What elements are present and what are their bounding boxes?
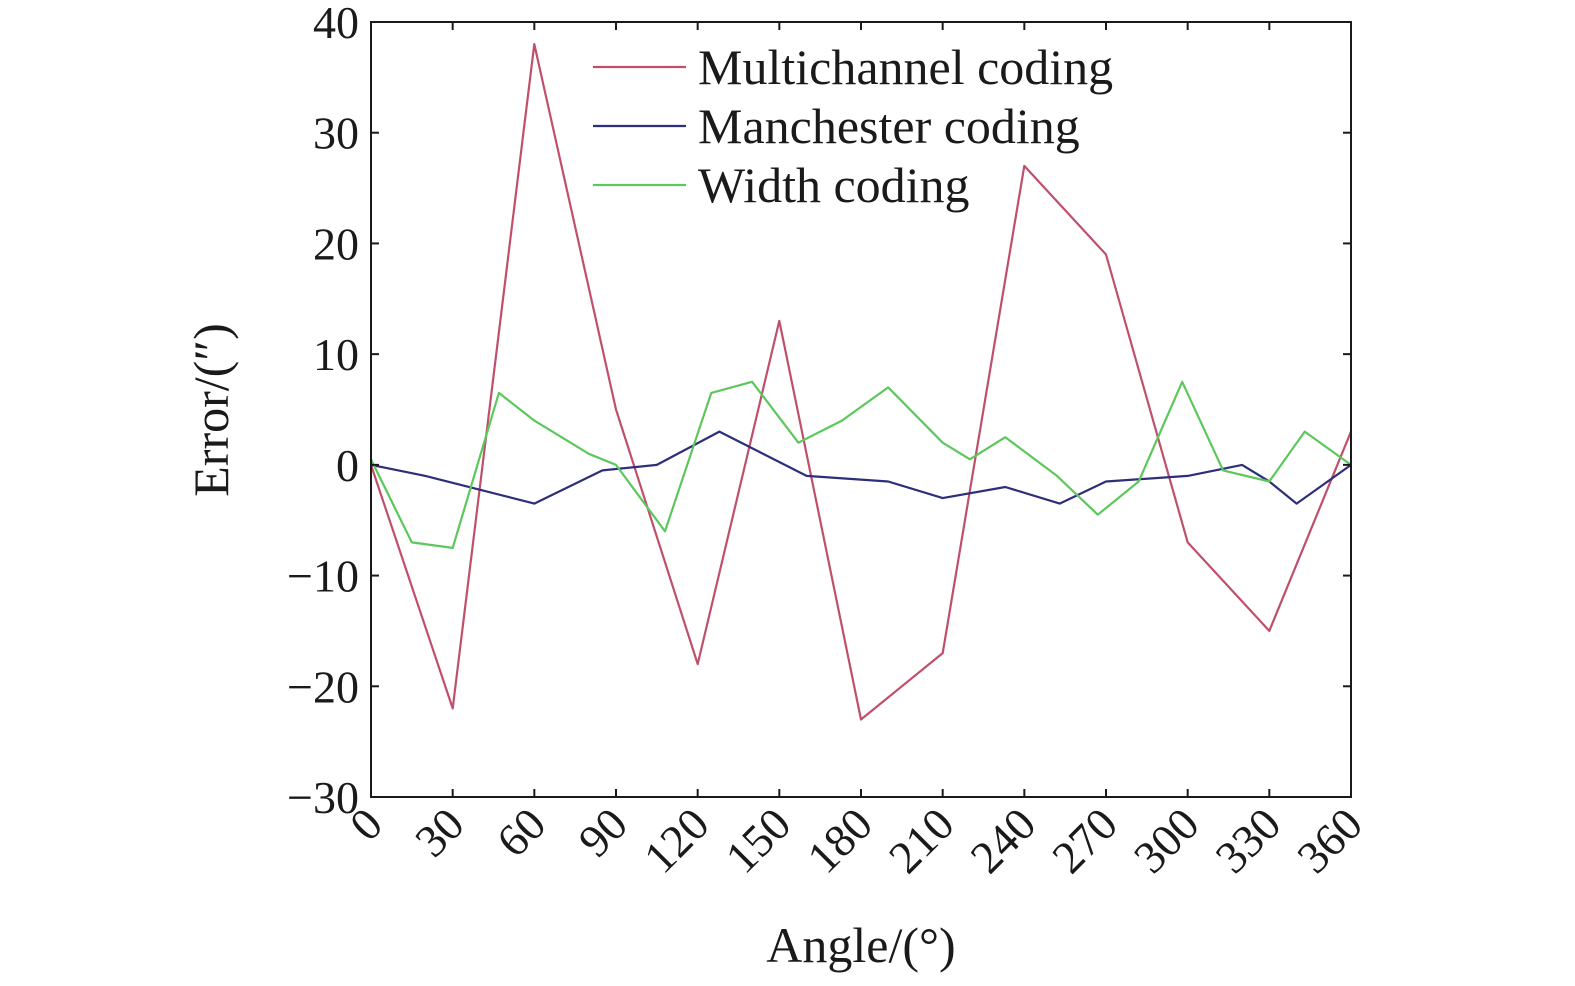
y-tick-label: 40 <box>313 0 359 48</box>
y-tick-label: 10 <box>313 329 359 380</box>
x-tick-label: 120 <box>634 798 719 883</box>
x-axis-title: Angle/(°) <box>766 917 955 973</box>
y-tick-label: 0 <box>336 440 359 491</box>
x-tick-label: 60 <box>487 798 556 867</box>
x-tick-label: 0 <box>340 798 392 850</box>
x-tick-label: 90 <box>568 798 637 867</box>
y-tick-label: −10 <box>287 551 359 602</box>
y-tick-label: 20 <box>313 218 359 269</box>
x-tick-label: 300 <box>1124 798 1209 883</box>
legend-label-3: Width coding <box>698 157 970 213</box>
y-tick-label: 30 <box>313 108 359 159</box>
x-tick-label: 210 <box>879 798 964 883</box>
y-tick-label: −20 <box>287 661 359 712</box>
legend-label-2: Manchester coding <box>698 98 1080 154</box>
series-layer <box>369 42 1353 721</box>
x-tick-label: 150 <box>716 798 801 883</box>
series-line-3 <box>370 380 1352 550</box>
series-line-1 <box>369 42 1353 721</box>
x-tick-label: 240 <box>961 798 1046 883</box>
x-tick-label: 180 <box>797 798 882 883</box>
series-line-2 <box>370 430 1352 505</box>
y-axis-title: Error/(″) <box>183 323 239 497</box>
x-tick-label: 330 <box>1206 798 1291 883</box>
x-tick-label: 360 <box>1287 798 1372 883</box>
x-tick-label: 270 <box>1042 798 1127 883</box>
x-tick-label: 30 <box>405 798 474 867</box>
legend-label-1: Multichannel coding <box>698 39 1113 95</box>
y-tick-label: −30 <box>287 772 359 823</box>
